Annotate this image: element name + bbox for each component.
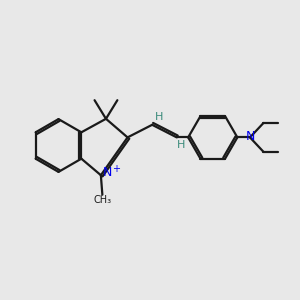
- Text: H: H: [177, 140, 185, 151]
- Text: N: N: [246, 130, 255, 143]
- Text: +: +: [112, 164, 120, 174]
- Text: CH₃: CH₃: [94, 195, 112, 205]
- Text: H: H: [154, 112, 163, 122]
- Text: N: N: [103, 166, 112, 179]
